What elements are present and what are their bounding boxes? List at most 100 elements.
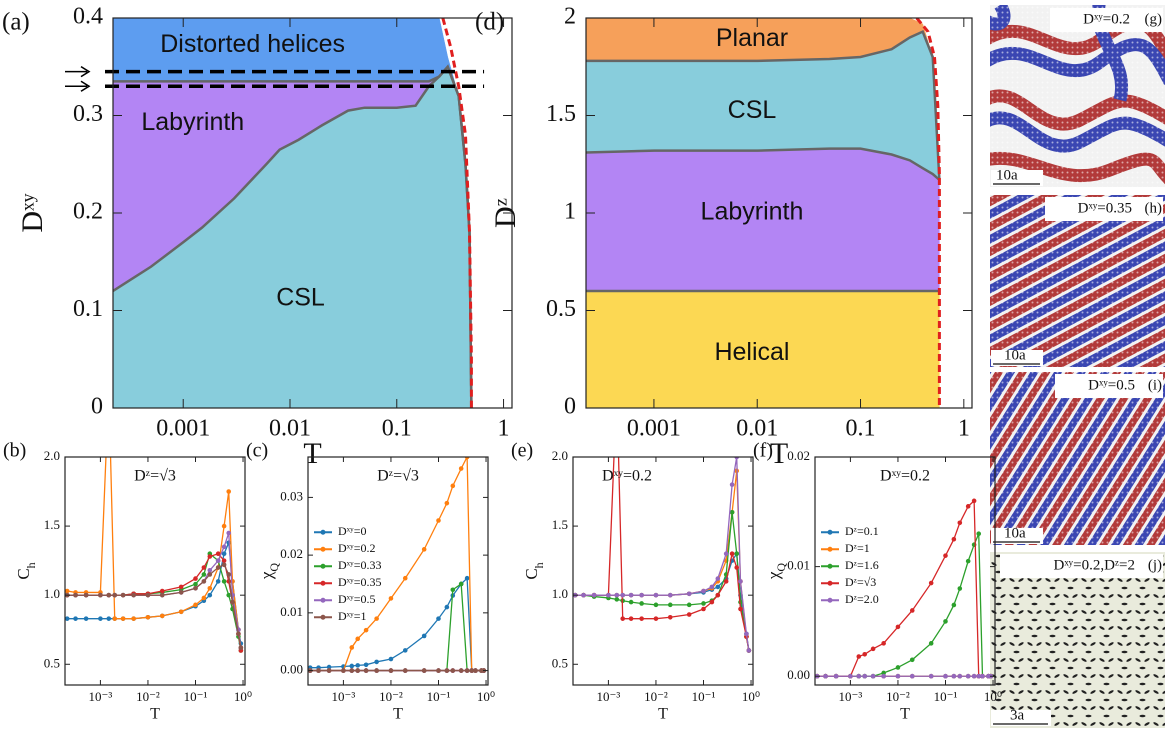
phase-boundary <box>586 147 941 181</box>
point <box>458 581 464 587</box>
point <box>178 584 184 590</box>
x-tick-label: 10⁰ <box>742 689 760 704</box>
y-axis-label-main: Dᶻ <box>489 198 522 228</box>
point <box>73 592 78 598</box>
arrow <box>65 80 91 92</box>
point <box>374 659 379 665</box>
point <box>178 590 184 595</box>
x-tick-label: 10⁻² <box>644 689 668 704</box>
series-line <box>817 499 991 677</box>
panel: Dˣʸ=0.2 0.5 1.0 1.5 2.0 10⁻³ 10⁻² 10⁻¹ 10⁰ T Ch (e) <box>511 440 760 723</box>
x-tick-label: 10⁰ <box>234 689 252 704</box>
y-tick-label: 0.3 <box>73 101 103 127</box>
y-axis-label-main: χ <box>764 571 783 580</box>
series-line <box>310 582 484 672</box>
point <box>738 606 743 612</box>
image-j <box>990 552 1165 728</box>
point <box>909 608 915 613</box>
series-line <box>310 457 484 672</box>
point <box>715 584 721 590</box>
point <box>729 551 735 557</box>
region-label: CSL <box>728 96 777 124</box>
point <box>464 668 470 673</box>
point <box>226 592 232 598</box>
point <box>207 592 213 598</box>
point <box>895 665 901 670</box>
point <box>957 673 963 679</box>
y-tick-label: 0.5 <box>546 296 576 322</box>
region-label: Planar <box>716 24 788 52</box>
point <box>221 562 227 568</box>
x-tick-label: 10⁻³ <box>839 689 863 704</box>
series-line <box>575 512 750 651</box>
legend-label: Dˣʸ=0.5 <box>338 592 375 606</box>
point <box>701 606 706 612</box>
point <box>145 592 151 598</box>
y-tick-label: 2.0 <box>44 448 60 463</box>
point <box>881 641 886 646</box>
point <box>316 668 321 673</box>
point <box>402 648 408 653</box>
legend-marker <box>827 563 833 569</box>
series-line <box>310 576 484 672</box>
series-line <box>67 552 242 651</box>
y-tick-label: 1.5 <box>546 101 576 127</box>
legend-label: Dᶻ=√3 <box>845 575 876 589</box>
point <box>341 668 346 673</box>
y-axis-label-main: χ <box>257 571 276 580</box>
point <box>856 654 862 659</box>
x-axis-label: T <box>303 437 321 470</box>
point <box>230 599 235 605</box>
legend-label: Dˣʸ=0.33 <box>338 558 381 572</box>
y-tick-label: 0.1 <box>73 296 103 322</box>
legend-label: Dᶻ=1 <box>845 541 870 555</box>
point <box>458 668 464 673</box>
x-tick-label: 10⁻³ <box>332 689 356 704</box>
legend-marker <box>320 614 326 620</box>
point <box>65 616 70 621</box>
legend-marker <box>320 597 326 603</box>
point <box>193 576 198 581</box>
point <box>201 572 207 577</box>
x-axis-label: T <box>393 706 403 723</box>
region-label: Helical <box>714 338 789 366</box>
point <box>83 616 89 621</box>
point <box>207 568 213 573</box>
y-tick-label: 1.0 <box>44 586 60 601</box>
panel-label: (c) <box>246 440 268 462</box>
point <box>421 547 427 552</box>
x-tick-label: 10⁻² <box>136 689 160 704</box>
plot-area <box>113 18 473 408</box>
y-axis-label: Ch <box>522 562 546 579</box>
point <box>976 673 982 679</box>
point <box>909 673 915 679</box>
point <box>215 579 221 584</box>
point <box>976 531 982 537</box>
point <box>326 664 332 670</box>
point <box>436 616 441 621</box>
point <box>215 558 221 563</box>
point <box>221 523 227 529</box>
legend-marker <box>827 580 833 586</box>
x-tick-label: 10⁰ <box>984 689 1002 704</box>
image-label: Dˣʸ=0.2,Dᶻ=2 <box>1054 557 1135 573</box>
annotation: Dˣʸ=0.2 <box>602 468 652 485</box>
axes-frame <box>307 456 489 686</box>
x-tick-label: 10⁰ <box>477 689 495 704</box>
x-tick-label: 1 <box>498 416 510 442</box>
point <box>388 668 394 673</box>
point <box>207 554 213 559</box>
y-axis-label-sub: h <box>24 562 38 568</box>
phase-boundary <box>113 64 473 408</box>
point <box>226 489 232 494</box>
image-label: Dˣʸ=0.35 <box>1078 200 1132 216</box>
point <box>98 592 103 598</box>
point <box>895 624 901 630</box>
x-tick-label: 10⁻¹ <box>427 689 451 704</box>
x-tick-label: 1 <box>958 416 970 442</box>
point <box>221 558 227 563</box>
y-axis-label-main: C <box>522 568 541 579</box>
series-line <box>575 457 750 651</box>
point <box>723 579 729 584</box>
point <box>421 633 427 639</box>
